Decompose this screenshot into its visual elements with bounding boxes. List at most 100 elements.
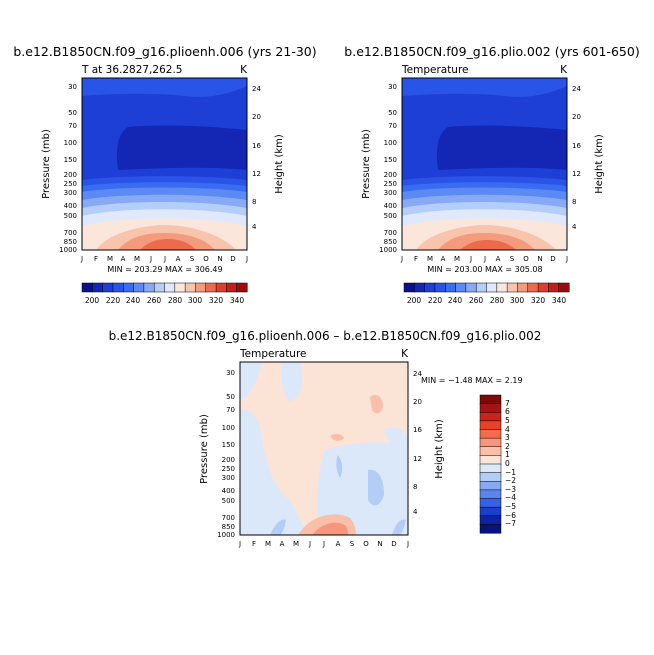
colorbar-swatch	[479, 506, 502, 517]
x-tick-label: M	[134, 255, 140, 263]
panel3-ylabel: Pressure (mb)	[199, 414, 210, 484]
colorbar-swatch	[403, 282, 415, 293]
colorbar-label: 5	[505, 416, 510, 425]
x-tick-label: J	[322, 540, 325, 548]
x-tick-label: A	[121, 255, 126, 263]
y-tick-label: 500	[222, 497, 235, 505]
y-tick-label: 30	[226, 369, 235, 377]
height-tick-label: 24	[572, 85, 581, 93]
colorbar-swatch	[506, 282, 518, 293]
colorbar-swatch	[479, 481, 502, 491]
x-tick-label: A	[176, 255, 181, 263]
x-tick-label: J	[245, 255, 248, 263]
y-tick-label: 200	[222, 456, 235, 464]
y-tick-label: 850	[384, 238, 397, 246]
colorbar-swatch	[479, 446, 502, 456]
colorbar-swatch	[92, 282, 104, 293]
x-tick-label: M	[107, 255, 113, 263]
colorbar-swatch	[479, 455, 502, 465]
x-tick-label: S	[510, 255, 515, 263]
colorbar-swatch	[153, 282, 166, 293]
height-tick-label: 16	[252, 142, 261, 150]
panel2-x-axis: J F M A M J J A S O N D J	[400, 255, 568, 263]
y-tick-label: 500	[64, 212, 77, 220]
colorbar-swatch	[445, 282, 457, 293]
panel3-ylabel-right: Height (km)	[434, 419, 445, 479]
colorbar-label: 240	[448, 296, 463, 305]
colorbar-label: −4	[505, 493, 516, 502]
colorbar-swatch	[479, 420, 502, 431]
colorbar-label: 6	[505, 407, 510, 416]
y-tick-label: 70	[68, 122, 77, 130]
y-tick-label: 250	[384, 180, 397, 188]
colorbar-swatch	[414, 282, 426, 293]
panel3-y-axis: 30 50 70 100 150 200 250 300 400 500 700…	[217, 369, 235, 539]
x-tick-label: A	[441, 255, 446, 263]
x-tick-label: O	[203, 255, 209, 263]
y-tick-label: 50	[388, 109, 397, 117]
colorbar-label: 260	[147, 296, 162, 305]
colorbar-swatch	[479, 472, 502, 482]
x-tick-label: J	[238, 540, 241, 548]
y-tick-label: 700	[384, 229, 397, 237]
y-tick-label: 150	[222, 441, 235, 449]
panel3-title: b.e12.B1850CN.f09_g16.plioenh.006 – b.e1…	[109, 329, 542, 343]
colorbar-label: −3	[505, 485, 516, 494]
y-tick-label: 50	[68, 109, 77, 117]
colorbar-swatch	[517, 282, 529, 293]
colorbar-label: 340	[230, 296, 245, 305]
colorbar-label: 220	[106, 296, 121, 305]
panel3-units: K	[401, 348, 409, 360]
panel2-contours	[402, 78, 567, 250]
panel2-ylabel: Pressure (mb)	[361, 129, 372, 199]
x-tick-label: M	[427, 255, 433, 263]
colorbar-swatch	[226, 282, 238, 293]
colorbar-swatch	[475, 282, 488, 293]
x-tick-label: N	[377, 540, 382, 548]
y-tick-label: 500	[384, 212, 397, 220]
y-tick-label: 1000	[379, 246, 397, 254]
colorbar-swatch	[486, 282, 498, 293]
panel2-frame	[401, 77, 568, 251]
colorbar-label: 4	[505, 425, 510, 434]
y-tick-label: 700	[64, 229, 77, 237]
height-tick-label: 16	[572, 142, 581, 150]
height-tick-label: 16	[413, 426, 422, 434]
panel1-height-axis: 24 20 16 12 8 4	[252, 85, 261, 231]
colorbar-label: 320	[209, 296, 224, 305]
y-tick-label: 100	[64, 139, 77, 147]
panel-plio: b.e12.B1850CN.f09_g16.plio.002 (yrs 601-…	[344, 44, 639, 305]
y-tick-label: 250	[222, 465, 235, 473]
colorbar-swatch	[424, 282, 436, 293]
height-tick-label: 8	[572, 198, 576, 206]
x-tick-label: N	[537, 255, 542, 263]
x-tick-label: O	[363, 540, 369, 548]
colorbar-label: 7	[505, 399, 510, 408]
colorbar-label: 280	[490, 296, 505, 305]
colorbar-swatch	[81, 282, 93, 293]
colorbar-swatch	[434, 282, 446, 293]
panel3-x-axis: J F M A M J J A S O N D J	[238, 540, 409, 548]
y-tick-label: 30	[388, 83, 397, 91]
x-tick-label: M	[265, 540, 271, 548]
height-tick-label: 12	[413, 455, 422, 463]
y-tick-label: 70	[226, 406, 235, 414]
x-tick-label: J	[400, 255, 403, 263]
panel1-stats: MIN = 203.29 MAX = 306.49	[107, 265, 222, 274]
colorbar-swatch	[558, 282, 570, 293]
panel-plioenh: b.e12.B1850CN.f09_g16.plioenh.006 (yrs 2…	[13, 44, 316, 305]
colorbar-swatch	[479, 498, 502, 508]
height-tick-label: 4	[252, 223, 257, 231]
colorbar-label: 220	[428, 296, 443, 305]
x-tick-label: J	[308, 540, 311, 548]
y-tick-label: 200	[384, 171, 397, 179]
colorbar-swatch	[496, 282, 508, 293]
panel2-subtitle: Temperature	[401, 64, 469, 76]
y-tick-label: 300	[222, 474, 235, 482]
x-tick-label: A	[496, 255, 501, 263]
colorbar-label: −6	[505, 511, 516, 520]
height-tick-label: 8	[413, 483, 417, 491]
colorbar-swatch	[479, 394, 502, 405]
y-tick-label: 1000	[217, 531, 235, 539]
